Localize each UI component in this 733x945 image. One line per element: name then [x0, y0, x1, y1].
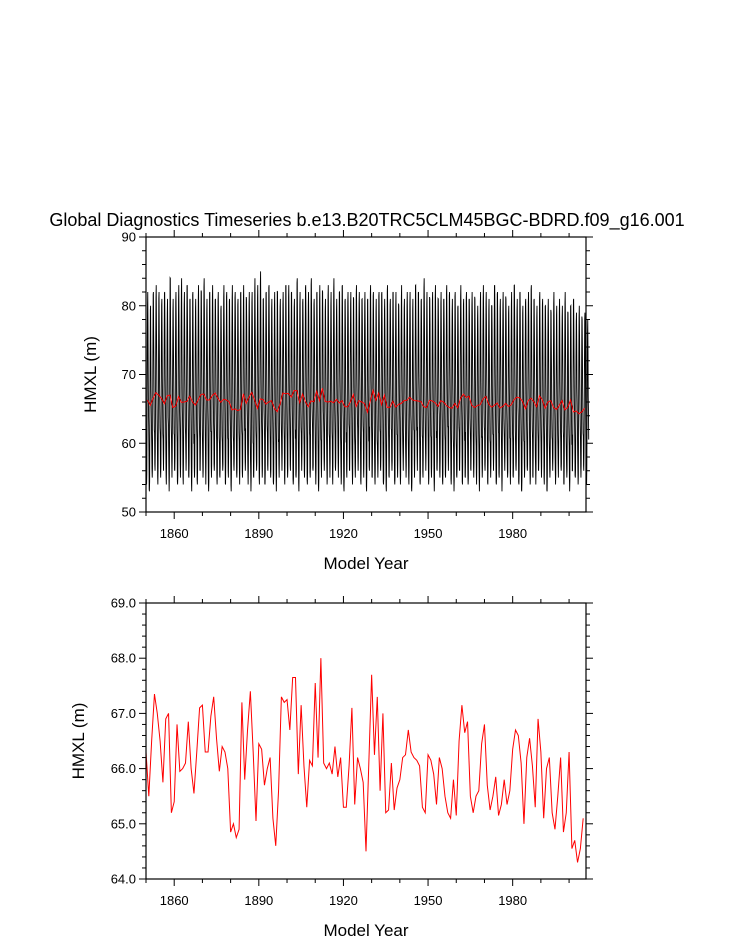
bottom-plot-data: [145, 658, 584, 863]
bottom-panel: 1860 1890 1920 1950 1980 64.0 65.0 66.0 67.0 68.0…: [69, 596, 593, 940]
bottom-x-tick-label: 1860: [160, 893, 189, 908]
bottom-y-tick-label: 66.0: [111, 761, 136, 776]
bottom-x-tick-label: 1890: [244, 893, 273, 908]
top-x-tick-label: 1860: [160, 526, 189, 541]
top-y-tick-label: 80: [122, 298, 136, 313]
top-y-tick-label: 90: [122, 230, 136, 245]
bottom-y-tick-label: 64.0: [111, 872, 136, 887]
top-axis-ticks: 1860 1890 1920 1950 1980 50 60 70 80 90: [122, 230, 593, 541]
top-panel: 1860 1890 1920 1950 1980 50 60 70 80 90 Model Yea…: [81, 230, 593, 573]
top-x-tick-label: 1980: [498, 526, 527, 541]
top-plot-data: [145, 271, 590, 492]
bottom-x-axis-label: Model Year: [323, 921, 408, 940]
top-x-tick-label: 1920: [329, 526, 358, 541]
bottom-y-axis-label: HMXL (m): [69, 703, 88, 780]
bottom-x-tick-label: 1920: [329, 893, 358, 908]
top-annual-mean-line: [146, 388, 585, 415]
top-y-tick-label: 50: [122, 505, 136, 520]
bottom-x-tick-label: 1980: [498, 893, 527, 908]
top-x-tick-label: 1950: [414, 526, 443, 541]
bottom-annual-mean-line: [145, 658, 584, 863]
top-y-tick-label: 70: [122, 367, 136, 382]
bottom-y-tick-label: 65.0: [111, 816, 136, 831]
bottom-x-tick-label: 1950: [414, 893, 443, 908]
bottom-y-tick-label: 69.0: [111, 596, 136, 611]
bottom-axis-ticks: 1860 1890 1920 1950 1980 64.0 65.0 66.0 67.0 68.0…: [111, 596, 593, 908]
chart-title: Global Diagnostics Timeseries b.e13.B20T…: [49, 210, 684, 231]
bottom-plot-frame: [145, 602, 587, 880]
top-y-axis-label: HMXL (m): [81, 336, 100, 413]
top-x-tick-label: 1890: [244, 526, 273, 541]
bottom-y-tick-label: 68.0: [111, 651, 136, 666]
top-x-axis-label: Model Year: [323, 554, 408, 573]
top-y-tick-label: 60: [122, 436, 136, 451]
top-monthly-series-line: [145, 271, 590, 492]
bottom-y-tick-label: 67.0: [111, 706, 136, 721]
